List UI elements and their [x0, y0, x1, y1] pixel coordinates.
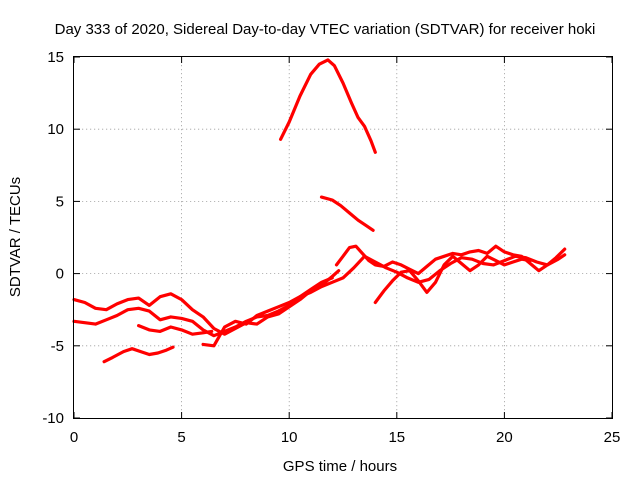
x-tick-label: 5 — [177, 429, 185, 446]
x-axis-label: GPS time / hours — [283, 458, 397, 475]
y-axis-label: SDTVAR / TECUs — [7, 177, 24, 297]
series-line-arc-a — [72, 269, 341, 336]
series-group — [72, 58, 567, 364]
y-tick-label: 15 — [47, 49, 64, 66]
series-line-arc-mid — [319, 195, 375, 232]
series-line-arc-f — [373, 254, 532, 305]
x-tick-label: 15 — [388, 429, 405, 446]
y-tick-label: 10 — [47, 121, 64, 138]
series-line-arc-d — [201, 253, 567, 348]
series-line-arc-b — [72, 276, 334, 338]
chart-title: Day 333 of 2020, Sidereal Day-to-day VTE… — [55, 21, 596, 38]
series-line-arc-peak — [279, 58, 377, 154]
gridlines — [74, 57, 612, 418]
y-tick-label: -10 — [42, 410, 64, 427]
y-tick-label: 5 — [56, 193, 64, 210]
x-tick-label: 10 — [281, 429, 298, 446]
x-tick-label: 20 — [496, 429, 513, 446]
series-line-arc-c — [137, 324, 214, 336]
axis-ticks — [73, 56, 613, 419]
plot-frame — [73, 56, 613, 419]
x-tick-label: 0 — [70, 429, 78, 446]
x-tick-label: 25 — [604, 429, 621, 446]
series-line-arc-low — [102, 345, 175, 364]
y-tick-labels: -10 -5 0 5 10 15 — [42, 49, 64, 427]
x-tick-labels: 0 5 10 15 20 25 — [70, 429, 621, 446]
y-tick-label: 0 — [56, 266, 64, 283]
y-tick-label: -5 — [51, 338, 64, 355]
